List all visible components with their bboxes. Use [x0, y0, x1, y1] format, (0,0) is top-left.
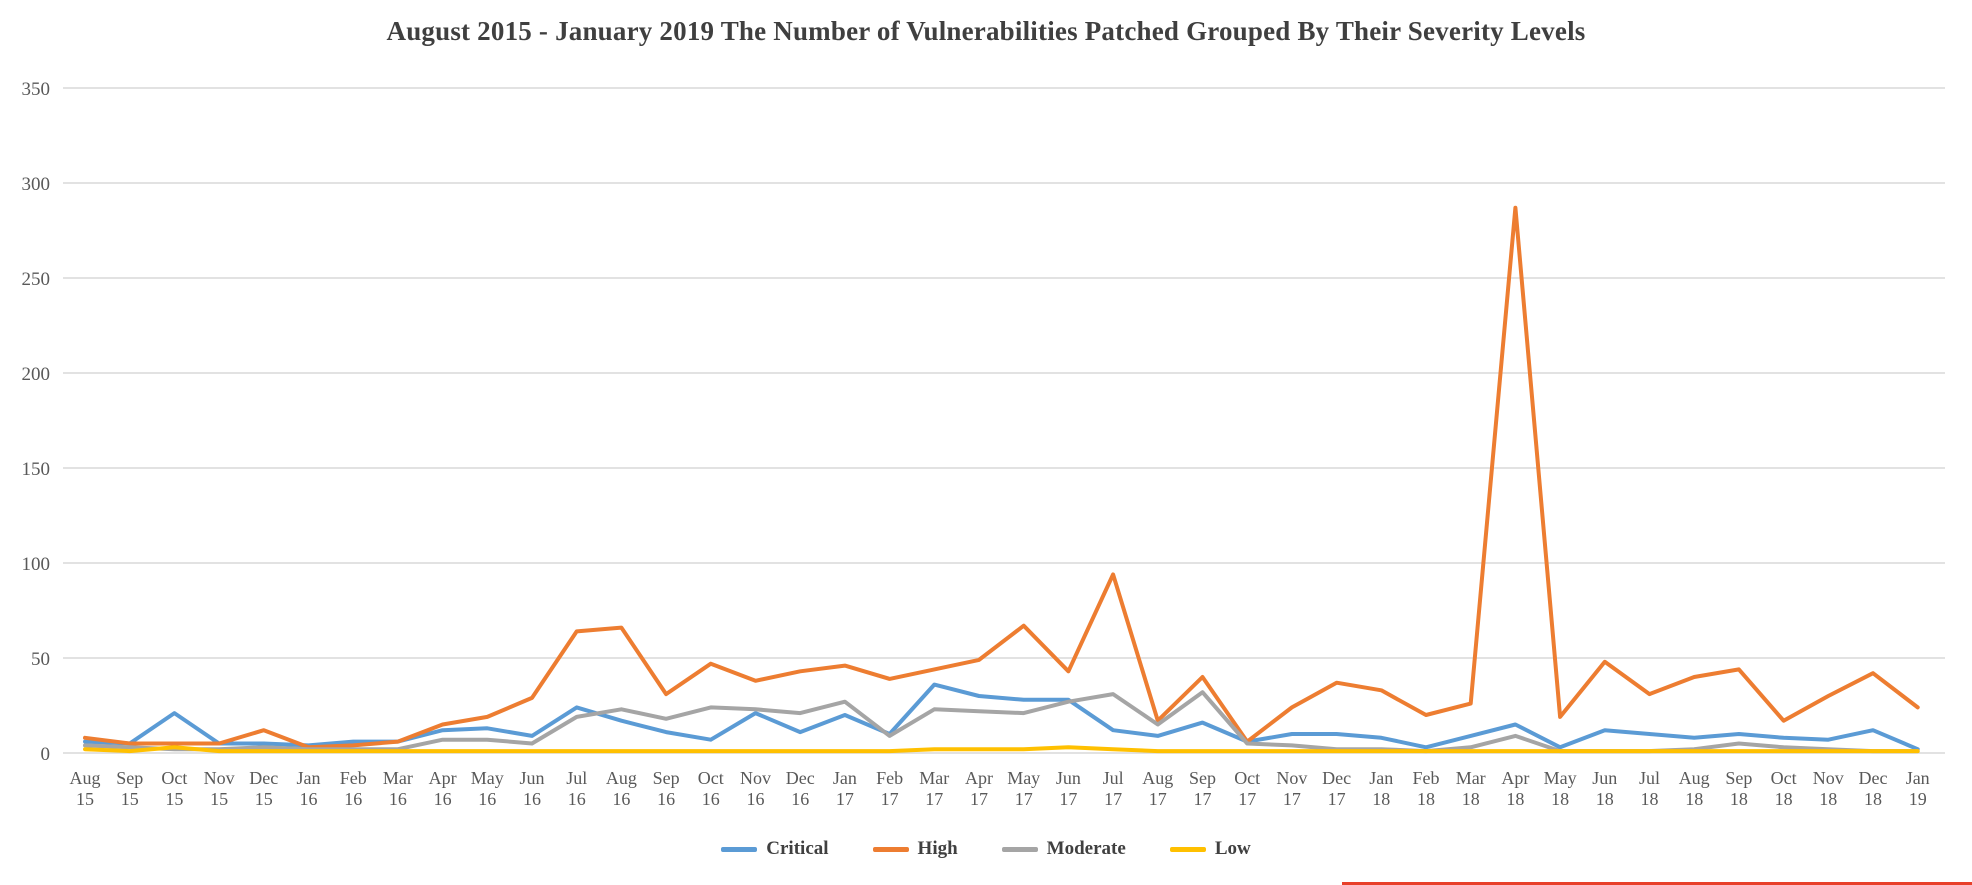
legend-swatch-critical: [721, 846, 758, 852]
x-tick-label-aug-15: Aug 15: [70, 768, 101, 809]
x-tick-label-sep-16: Sep 16: [653, 768, 680, 809]
y-tick-label-250: 250: [22, 269, 51, 290]
x-tick-label-dec-17: Dec 17: [1322, 768, 1351, 809]
legend-item-critical: Critical: [721, 838, 829, 860]
x-tick-label-jun-17: Jun 17: [1056, 768, 1081, 809]
x-tick-label-jul-18: Jul 18: [1639, 768, 1660, 809]
x-tick-label-apr-18: Apr 18: [1501, 768, 1529, 809]
x-tick-label-may-17: May 17: [1007, 768, 1040, 809]
y-tick-label-150: 150: [22, 459, 51, 480]
x-tick-label-feb-17: Feb 17: [876, 768, 903, 809]
x-tick-label-jan-16: Jan 16: [297, 768, 321, 809]
chart-title: August 2015 - January 2019 The Number of…: [386, 16, 1586, 46]
x-tick-label-may-18: May 18: [1544, 768, 1577, 809]
legend-label-high: High: [917, 838, 958, 859]
x-tick-label-jan-18: Jan 18: [1369, 768, 1393, 809]
x-tick-label-oct-16: Oct 16: [698, 768, 724, 809]
legend-label-critical: Critical: [766, 838, 829, 859]
legend-item-low: Low: [1169, 838, 1251, 860]
x-tick-label-oct-15: Oct 15: [161, 768, 187, 809]
y-tick-label-0: 0: [41, 744, 51, 765]
bottom-red-line: [1342, 882, 1972, 885]
y-tick-label-50: 50: [31, 649, 50, 670]
legend-item-high: High: [872, 838, 958, 860]
x-tick-label-jun-18: Jun 18: [1592, 768, 1617, 809]
legend-swatch-high: [872, 846, 909, 852]
x-tick-label-feb-18: Feb 18: [1413, 768, 1440, 809]
x-tick-label-may-16: May 16: [471, 768, 504, 809]
x-tick-label-mar-16: Mar 16: [383, 768, 413, 809]
x-tick-label-sep-18: Sep 18: [1725, 768, 1752, 809]
chart-line-low: [83, 745, 1920, 754]
chart-legend: Critical High Moderate Low: [0, 838, 1972, 860]
legend-label-low: Low: [1214, 838, 1251, 859]
x-tick-label-jun-16: Jun 16: [519, 768, 544, 809]
legend-swatch-moderate: [1001, 846, 1038, 852]
x-tick-label-nov-18: Nov 18: [1813, 768, 1844, 809]
x-tick-label-sep-17: Sep 17: [1189, 768, 1216, 809]
x-tick-label-dec-15: Dec 15: [249, 768, 278, 809]
x-tick-label-apr-16: Apr 16: [429, 768, 457, 809]
x-tick-label-aug-18: Aug 18: [1679, 768, 1710, 809]
x-tick-label-dec-18: Dec 18: [1859, 768, 1888, 809]
x-tick-label-sep-15: Sep 15: [116, 768, 143, 809]
x-tick-label-nov-15: Nov 15: [204, 768, 235, 809]
x-tick-label-nov-16: Nov 16: [740, 768, 771, 809]
x-tick-label-jul-17: Jul 17: [1103, 768, 1124, 809]
x-tick-label-mar-17: Mar 17: [919, 768, 949, 809]
x-tick-label-mar-18: Mar 18: [1456, 768, 1486, 809]
y-tick-label-200: 200: [22, 364, 51, 385]
legend-swatch-low: [1169, 846, 1206, 852]
legend-label-moderate: Moderate: [1046, 838, 1126, 859]
x-tick-label-apr-17: Apr 17: [965, 768, 993, 809]
x-tick-label-jan-19: Jan 19: [1906, 768, 1930, 809]
legend-item-moderate: Moderate: [1001, 838, 1126, 860]
x-tick-label-aug-16: Aug 16: [606, 768, 637, 809]
x-tick-label-jul-16: Jul 16: [566, 768, 587, 809]
x-tick-label-feb-16: Feb 16: [340, 768, 367, 809]
chart-line-high: [83, 205, 1920, 750]
x-tick-label-jan-17: Jan 17: [833, 768, 857, 809]
y-tick-label-300: 300: [22, 174, 51, 195]
y-tick-label-100: 100: [22, 554, 51, 575]
line-chart: 0 50 100 150 200 250 300 350 Aug 15 Sep 15 Oct 15 Nov 1…: [22, 79, 1945, 809]
x-tick-label-dec-16: Dec 16: [786, 768, 815, 809]
y-tick-label-350: 350: [22, 79, 51, 100]
x-tick-label-oct-17: Oct 17: [1234, 768, 1260, 809]
chart-line-critical: [83, 682, 1920, 752]
x-tick-label-nov-17: Nov 17: [1276, 768, 1307, 809]
x-tick-label-aug-17: Aug 17: [1142, 768, 1173, 809]
x-tick-label-oct-18: Oct 18: [1771, 768, 1797, 809]
